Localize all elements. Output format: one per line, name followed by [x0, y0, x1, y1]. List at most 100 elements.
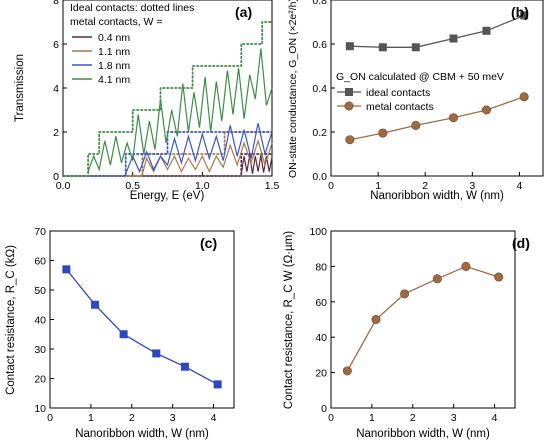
panel-a: 0.0 0.5 1.0 1.5 0 2 4 6 8 Energy, E (eV) Transmi… [14, 0, 279, 202]
panel-c-frame [49, 230, 235, 409]
data-point [519, 92, 529, 102]
data-point [119, 330, 128, 339]
panel-b-frame [330, 0, 544, 177]
panel-b-ytick-label: 0.2 [312, 127, 327, 139]
panel-c-xtick-label: 1 [88, 412, 94, 424]
panel-a-metal-lines [87, 48, 273, 175]
panel-c-xtick-label: 0 [47, 412, 53, 424]
panel-b-series [345, 11, 529, 145]
panel-d-frame [330, 230, 516, 409]
series-line-0 [346, 265, 499, 372]
data-point [90, 300, 99, 309]
data-point [411, 43, 420, 52]
panel-d-ytick-label: 40 [315, 332, 327, 344]
panel-b-ticks: 0 1 2 3 4 0.0 0.2 0.4 0.6 0.8 [312, 0, 523, 192]
panel-a-xtick-label: 1.5 [265, 180, 280, 192]
panel-a-ytick-label: 2 [53, 127, 59, 139]
panel-b-xtick-label: 4 [517, 180, 523, 192]
panel-c-ytick-label: 40 [34, 315, 46, 327]
series-line-1 [349, 96, 525, 141]
panel-b-ylabel: ON-state conductance, G_ON (×2e²/h) [287, 0, 299, 178]
panel-c-ytick-label: 70 [34, 226, 46, 238]
panel-d-xtick-label: 2 [410, 412, 416, 424]
series-line-0 [349, 14, 525, 48]
data-point [461, 261, 471, 271]
ideal-line-1.8nm [62, 131, 273, 177]
panel-d-ytick-label: 80 [315, 261, 327, 273]
panel-b-ytick-label: 0.6 [312, 39, 327, 51]
data-point [152, 349, 161, 358]
series-line-0 [65, 268, 218, 385]
panel-d-xlabel: Nanoribbon width, W (nm) [356, 428, 490, 440]
metal-line-1.8nm [125, 123, 273, 175]
ideal-line-0.4nm [62, 153, 273, 177]
legend-header-2: metal contacts, W = [70, 16, 163, 28]
data-point [342, 366, 352, 376]
panel-a-ylabel: Transmission [14, 54, 26, 122]
legend-swatch-marker [345, 88, 353, 96]
panel-a-xtick-label: 0.0 [56, 180, 71, 192]
panel-a-ideal-lines [62, 21, 273, 177]
data-point [411, 120, 421, 130]
panel-c-ytick-label: 10 [34, 403, 46, 415]
panel-a-ytick-label: 0 [53, 171, 59, 183]
legend-entry-label: 1.1 nm [98, 46, 130, 58]
panel-d-label: (d) [512, 235, 530, 251]
legend-entry-label: 1.8 nm [98, 60, 130, 72]
panel-b-xtick-label: 3 [469, 180, 475, 192]
panel-d-xtick-label: 4 [492, 412, 498, 424]
legend-entry-label: 4.1 nm [98, 74, 130, 86]
panel-b: 0 1 2 3 4 0.0 0.2 0.4 0.6 0.8 Nanoribbon width, W… [287, 0, 544, 202]
panel-c-ylabel: Contact resistance, R_C (kΩ) [5, 245, 17, 395]
panel-b-xtick-label: 0 [328, 180, 334, 192]
panel-d-ylabel: Contact resistance, R_C W (Ω·µm) [283, 231, 295, 409]
panel-d-xtick-label: 3 [451, 412, 457, 424]
legend-entry-label: 0.4 nm [98, 32, 130, 44]
ideal-line-4.1nm [62, 21, 273, 177]
panel-d-ytick-label: 0 [321, 403, 327, 415]
data-point [378, 128, 388, 138]
panel-c: 0 1 2 3 4 10 20 30 40 50 60 70 Nanoribbon width, W … [5, 226, 235, 440]
panel-b-ytick-label: 0.0 [312, 171, 327, 183]
data-point [345, 135, 355, 145]
panel-c-ticks: 0 1 2 3 4 10 20 30 40 50 60 70 [34, 226, 216, 424]
legend-header-1: Ideal contacts: dotted lines [70, 2, 194, 14]
data-point [371, 314, 381, 324]
panel-a-xlabel: Energy, E (eV) [130, 190, 205, 202]
metal-line-4.1nm [87, 48, 273, 172]
legend-entry-label: metal contacts [366, 101, 434, 113]
data-point [494, 272, 504, 282]
panel-d-ytick-label: 100 [309, 226, 327, 238]
data-point [213, 380, 222, 389]
data-point [378, 43, 387, 52]
panel-d-xtick-label: 1 [369, 412, 375, 424]
panel-a-ytick-label: 8 [53, 0, 59, 7]
panel-d-ytick-label: 60 [315, 297, 327, 309]
legend-swatch-marker [344, 101, 354, 111]
panel-b-ytick-label: 0.4 [312, 83, 327, 95]
panel-c-series [62, 265, 222, 389]
panel-c-ytick-label: 30 [34, 344, 46, 356]
data-point [400, 289, 410, 299]
legend-entry-label: ideal contacts [366, 87, 430, 99]
panel-b-legend: ideal contacts metal contacts [337, 87, 434, 113]
data-point [62, 265, 71, 274]
data-point [481, 105, 491, 115]
panel-d-ytick-label: 20 [315, 368, 327, 380]
legend-entries: 0.4 nm 1.1 nm 1.8 nm 4.1 nm [72, 32, 130, 86]
panel-d-xtick-label: 0 [328, 412, 334, 424]
data-point [448, 113, 458, 123]
panel-b-xlabel: Nanoribbon width, W (nm) [370, 190, 504, 202]
panel-a-ytick-label: 4 [53, 83, 59, 95]
panel-b-annotation: G_ON calculated @ CBM + 50 meV [336, 71, 504, 83]
panel-c-xtick-label: 3 [170, 412, 176, 424]
panel-a-xtick-label: 0.5 [125, 180, 140, 192]
panel-c-label: (c) [200, 235, 217, 251]
panel-b-label: (b) [511, 4, 529, 20]
data-point [482, 26, 491, 35]
data-point [520, 11, 529, 20]
panel-c-ytick-label: 50 [34, 285, 46, 297]
